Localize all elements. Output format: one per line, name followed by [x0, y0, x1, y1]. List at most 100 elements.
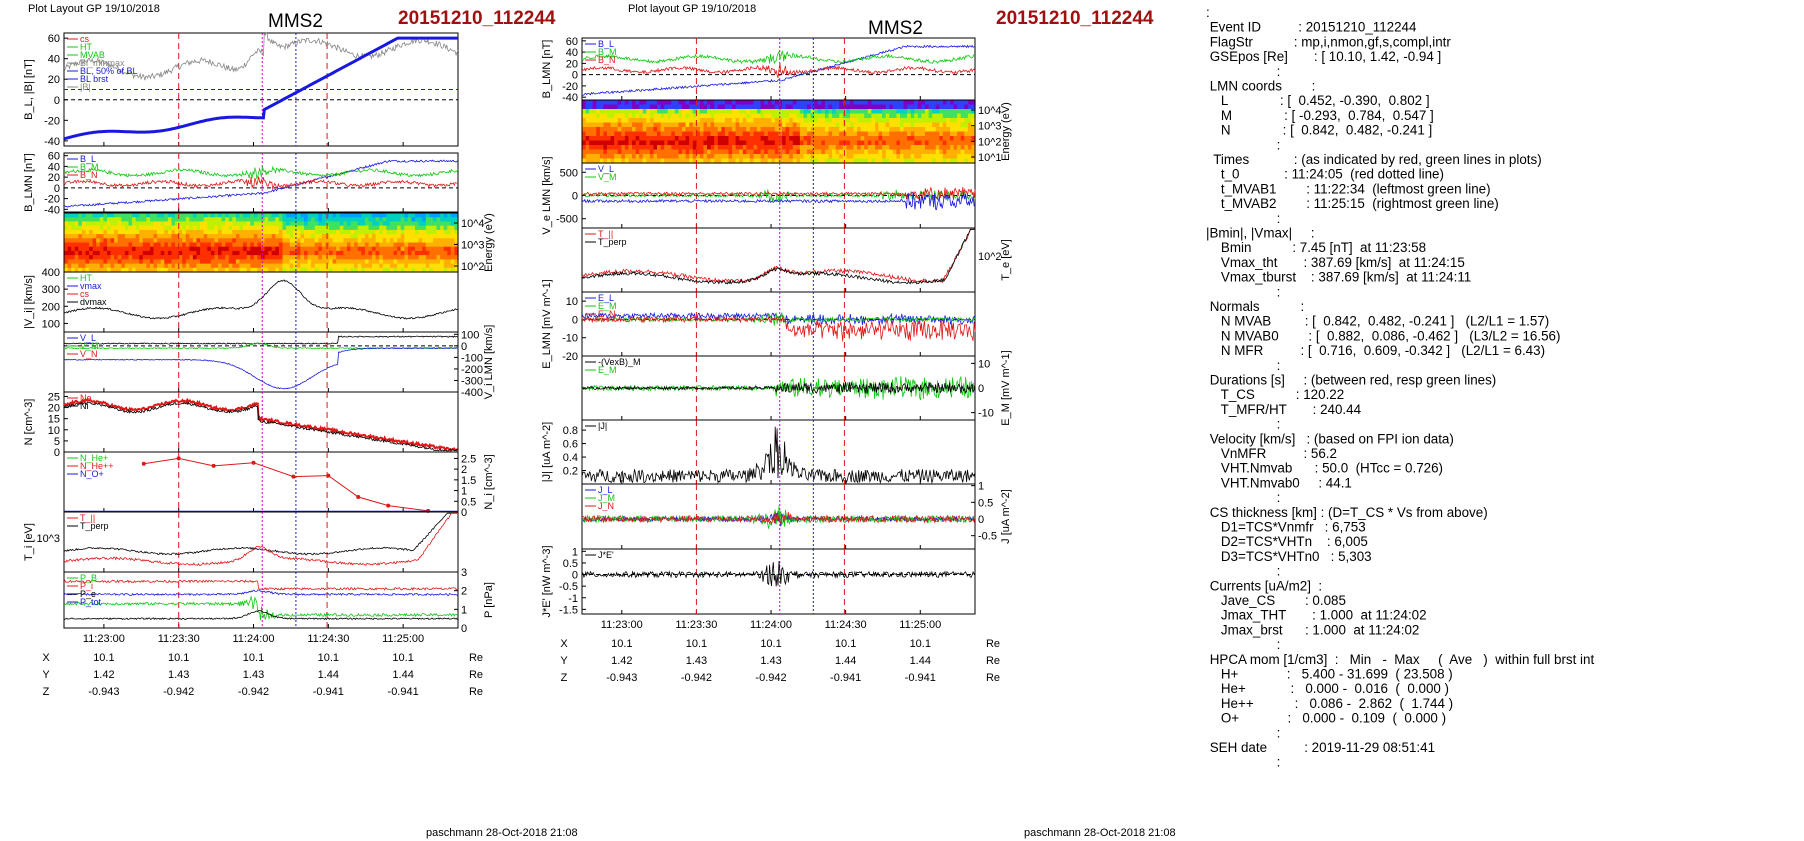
legend-entry: B_N: [598, 55, 616, 65]
spectrogram-cell: [882, 136, 887, 142]
spectrogram-cell: [660, 154, 665, 160]
spectrogram-cell: [699, 122, 705, 128]
spectrogram-cell: [599, 131, 605, 137]
y-tick-label: 5: [54, 436, 60, 448]
spectrogram-cell: [128, 259, 133, 265]
left-header: Plot Layout GP 19/10/2018: [28, 3, 160, 15]
spectrogram-cell: [946, 131, 951, 137]
spectrogram-cell: [78, 267, 83, 273]
spectrogram-cell: [78, 229, 83, 235]
spectrogram-cell: [596, 118, 601, 124]
spectrogram-cell: [382, 221, 387, 227]
spectrogram-cell: [257, 234, 262, 239]
spectrogram-cell: [271, 242, 276, 248]
spectrogram-cell: [950, 154, 955, 160]
spectrogram-cell: [375, 221, 380, 227]
spectrogram-cell: [350, 263, 355, 269]
spectrogram-cell: [710, 104, 715, 110]
spectrogram-cell: [617, 109, 622, 115]
spectrogram-cell: [96, 217, 101, 222]
spectrogram-cell: [175, 229, 180, 235]
spectrogram-cell: [150, 229, 155, 235]
spectrogram-cell: [657, 109, 662, 115]
spectrogram-cell: [368, 263, 373, 269]
spectrogram-cell: [443, 217, 448, 222]
spectrogram-cell: [225, 259, 230, 265]
spectrogram-cell: [415, 267, 420, 273]
spectrogram-cell: [817, 149, 822, 155]
spectrogram-cell: [621, 158, 626, 164]
spectrogram-cell: [960, 136, 965, 142]
spectrogram-cell: [885, 122, 890, 128]
spectrogram-cell: [696, 104, 701, 110]
spectrogram-cell: [243, 242, 248, 248]
spectrogram-cell: [210, 238, 216, 244]
spectrogram-cell: [228, 255, 233, 260]
spectrogram-cell: [85, 213, 90, 218]
spectrogram-cell: [607, 154, 612, 160]
spectrogram-cell: [592, 145, 597, 151]
y-axis-label: T_i [eV]: [23, 523, 35, 561]
spectrogram-cell: [582, 149, 587, 155]
spectrogram-cell: [796, 109, 801, 115]
spectrogram-cell: [246, 242, 251, 248]
spectrogram-cell: [764, 140, 769, 146]
spectrogram-cell: [64, 242, 69, 248]
spectrogram-cell: [368, 221, 373, 227]
spectrogram-cell: [957, 140, 962, 146]
spectrogram-cell: [910, 140, 915, 146]
spectrogram-cell: [639, 122, 644, 128]
spectrogram-cell: [667, 131, 672, 137]
spectrogram-cell: [135, 246, 140, 252]
spectrogram-cell: [967, 131, 973, 137]
spectrogram-cell: [232, 242, 237, 248]
spectrogram-cell: [914, 158, 919, 164]
spectrogram-cell: [703, 154, 708, 160]
spectrogram-cell: [271, 213, 276, 218]
spectrogram-cell: [85, 238, 90, 244]
spectrogram-cell: [739, 113, 744, 119]
spectrogram-cell: [914, 140, 919, 146]
spectrogram-cell: [250, 229, 255, 235]
spectrogram-cell: [957, 145, 962, 151]
spectrogram-cell: [885, 131, 890, 137]
spectrogram-cell: [717, 122, 722, 128]
spectrogram-cell: [739, 149, 744, 155]
spectrogram-cell: [824, 145, 830, 151]
spectrogram-cell: [950, 158, 955, 164]
spectrogram-cell: [150, 217, 155, 222]
spectrogram-cell: [607, 145, 612, 151]
spectrogram-cell: [407, 234, 413, 239]
spectrogram-cell: [610, 104, 615, 110]
spectrogram-cell: [74, 229, 79, 235]
spectrogram-cell: [314, 229, 319, 235]
spectrogram-cell: [124, 250, 130, 256]
legend-entry: V_L: [80, 333, 96, 343]
spectrogram-cell: [914, 154, 919, 160]
spectrogram-cell: [935, 149, 940, 155]
spectrogram-cell: [585, 127, 590, 133]
spectrogram-cell: [796, 131, 801, 137]
legend-entry: E_M: [598, 365, 617, 375]
spectrogram-cell: [314, 267, 319, 273]
spectrogram-cell: [896, 118, 901, 124]
spectrogram-cell: [175, 263, 180, 269]
spectrogram-cell: [639, 158, 644, 164]
spectrogram-cell: [178, 242, 183, 248]
spectrogram-cell: [261, 242, 266, 248]
spectrogram-cell: [121, 267, 126, 273]
spectrogram-cell: [714, 149, 719, 155]
spectrogram-cell: [132, 259, 137, 265]
spectrogram-cell: [71, 221, 76, 227]
spectrogram-cell: [81, 234, 87, 239]
spectrogram-cell: [964, 109, 969, 115]
spectrogram-cell: [860, 154, 865, 160]
spectrogram-cell: [447, 255, 452, 260]
spectrogram-cell: [703, 140, 708, 146]
legend-entry: J_N: [598, 501, 614, 511]
spectrogram-cell: [422, 259, 427, 265]
spectrogram-cell: [418, 259, 423, 265]
spectrogram-cell: [407, 221, 413, 227]
spectrogram-cell: [885, 136, 890, 142]
spectrogram-cell: [228, 267, 233, 273]
